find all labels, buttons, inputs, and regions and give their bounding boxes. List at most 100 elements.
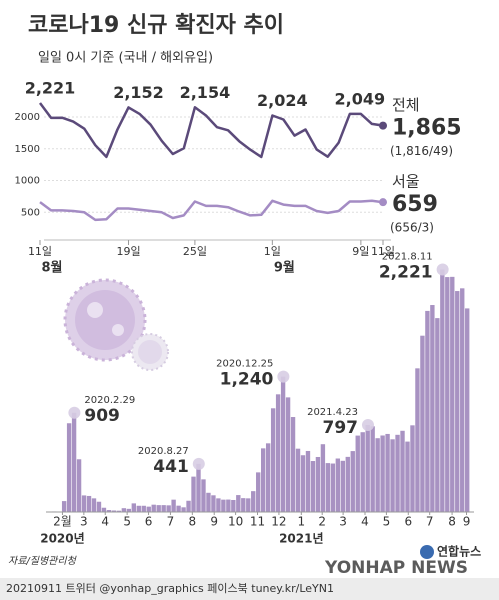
legend-label: 서울 [392,173,420,191]
peak-marker [68,406,81,419]
peak-marker [192,457,205,470]
bar [410,425,415,512]
bar [126,508,132,512]
bar [330,463,336,512]
year-label: 2020년 [40,532,84,546]
bar [455,291,460,512]
bar [171,499,176,512]
bar [435,318,440,512]
bar [300,455,306,512]
x-tick-label: 10 [228,515,243,529]
bar [211,495,216,512]
series-line [38,102,384,159]
bar [380,435,385,512]
x-tick-label: 12 [271,515,286,529]
bar [290,417,296,512]
x-tick-label: 7 [426,515,434,529]
bar [231,499,236,512]
bar [285,397,291,512]
peak-value-label: 1,240 [220,370,274,390]
bar [310,461,316,512]
x-tick-label: 25일 [183,244,207,258]
bar [405,441,410,512]
x-tick-label: 11일 [28,244,52,258]
logo-icon [420,545,434,559]
peak-date-label: 2020.12.25 [216,359,273,370]
x-tick-label: 4 [101,515,109,529]
end-value-label: 659 [392,192,438,217]
bar [201,479,206,512]
bar [265,443,271,512]
bar [295,448,301,512]
bar [191,476,196,512]
value-label: 2,049 [335,89,386,108]
logo: 연합뉴스 [437,544,481,559]
bar [256,472,261,512]
bar [390,439,395,512]
legend-label: 전체 [392,96,420,114]
x-tick-label: 6 [145,515,153,529]
bar [270,408,276,512]
bar [340,460,345,512]
peak-value-label: 797 [322,418,358,438]
bar [355,435,360,512]
bar [420,335,425,512]
bar [226,499,231,512]
x-tick-label: 11일 [371,244,395,258]
end-value-label: 1,865 [392,116,462,141]
bar [425,310,430,512]
end-marker [379,198,387,207]
bar [315,456,321,512]
bar [460,288,465,512]
x-tick-label: 8 [189,515,197,529]
x-tick-label: 3 [339,515,347,529]
peak-value-label: 441 [153,457,189,477]
bar [216,498,221,512]
bar [236,495,241,512]
bar [106,510,112,512]
bar [261,448,266,512]
breakdown-label: (656/3) [390,221,434,235]
bar [400,430,405,512]
bar [305,450,311,512]
bar [91,498,97,512]
year-label: 2021년 [279,532,323,546]
bar [320,444,326,512]
bar [360,432,365,512]
bar [206,492,211,512]
value-label: 2,152 [113,83,164,102]
peak-value-label: 909 [84,406,120,426]
peak-marker [277,370,290,383]
bar [445,277,450,512]
bar [116,510,122,512]
month-label: 9월 [274,260,295,276]
bar [415,368,420,512]
x-tick-label: 1 [297,515,305,529]
peak-date-label: 2020.8.27 [138,446,189,457]
bar [450,276,455,512]
x-tick-label: 2 [318,515,326,529]
bar [146,506,151,512]
peak-date-label: 2021.4.23 [307,407,358,418]
bar [66,423,72,512]
x-tick-label: 9 [463,515,471,529]
x-tick-label: 2월 [53,515,72,529]
value-label: 2,221 [25,79,76,98]
bar [370,426,375,512]
source: 자료/질병관리청 [8,555,78,567]
bar [465,308,470,512]
bar [186,500,191,512]
x-tick-label: 6 [404,515,412,529]
chart-title: 코로나19 신규 확진자 추이 [28,13,284,38]
bar [241,498,246,512]
x-tick-label: 19일 [116,244,140,258]
breakdown-label: (1,816/49) [390,144,453,158]
month-label: 8월 [41,260,62,276]
bar [86,495,92,512]
bar [196,463,201,512]
y-tick-label: 500 [21,207,40,218]
value-label: 2,154 [180,83,231,102]
bar [136,505,141,512]
bar [375,438,380,512]
